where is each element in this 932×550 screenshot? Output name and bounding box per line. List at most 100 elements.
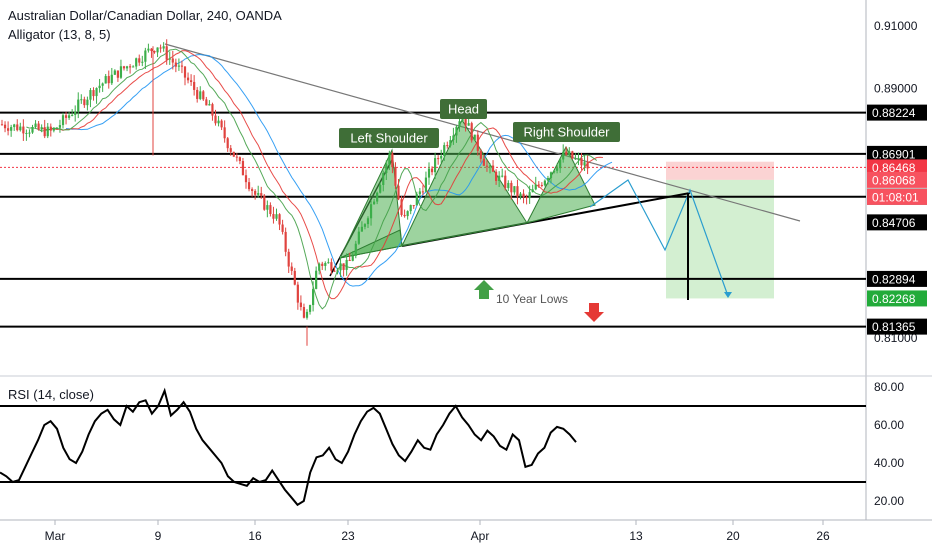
- candle: [61, 112, 65, 129]
- candle: [119, 59, 123, 79]
- right-shoulder-label-bg: [513, 122, 620, 142]
- price-badge-bg: [867, 318, 927, 335]
- candle-body: [458, 121, 461, 127]
- candle-body: [574, 158, 577, 160]
- candle: [165, 39, 168, 65]
- chart-title: Australian Dollar/Canadian Dollar, 240, …: [8, 8, 282, 23]
- candle: [525, 194, 528, 205]
- candle-body: [446, 145, 449, 147]
- head-label-text: Head: [448, 102, 479, 117]
- candle-body: [312, 288, 315, 306]
- candle: [116, 70, 119, 82]
- candle-body: [485, 165, 489, 167]
- candle: [95, 87, 98, 104]
- time-tick: 13: [629, 529, 643, 543]
- candle: [421, 185, 424, 196]
- candle-body: [552, 170, 556, 173]
- candle: [366, 216, 370, 228]
- candle-body: [513, 186, 516, 193]
- candle: [125, 65, 129, 72]
- time-tick: 23: [341, 529, 355, 543]
- candle: [211, 102, 214, 121]
- candle: [196, 87, 199, 103]
- candle: [122, 65, 126, 71]
- candle: [46, 122, 49, 139]
- candle: [391, 151, 394, 174]
- candle: [235, 153, 238, 162]
- price-badge-5: 0.84706: [867, 214, 927, 231]
- candle: [369, 200, 373, 226]
- candle: [254, 189, 257, 200]
- candle-body: [394, 167, 397, 186]
- candle: [89, 87, 92, 108]
- candle-body: [556, 168, 559, 171]
- candle: [287, 248, 290, 273]
- price-badge-text: 0.86068: [872, 173, 916, 187]
- candle: [147, 43, 150, 53]
- candle-body: [49, 126, 52, 131]
- candle: [232, 151, 235, 158]
- candle: [64, 111, 68, 125]
- price-badge-bg: [867, 159, 927, 176]
- candle-body: [214, 115, 217, 124]
- alligator-teeth: [41, 50, 603, 300]
- candle-body: [351, 255, 354, 261]
- rsi-tick: 20.00: [874, 494, 904, 508]
- indicator-label: Alligator (13, 8, 5): [8, 27, 111, 42]
- candle: [22, 119, 25, 141]
- candle: [443, 142, 446, 161]
- candle-body: [507, 182, 510, 189]
- candle: [223, 120, 226, 143]
- candle: [376, 191, 379, 205]
- candle-body: [504, 175, 507, 189]
- price-badge-8: 0.81365: [867, 318, 927, 335]
- candle-body: [254, 190, 257, 195]
- candle-body: [16, 124, 19, 131]
- candle-body: [34, 123, 37, 128]
- candle-body: [443, 145, 446, 156]
- candle: [278, 213, 281, 231]
- candle-body: [208, 104, 211, 106]
- candle-body: [58, 125, 62, 128]
- candle: [275, 208, 278, 221]
- candle: [302, 303, 306, 319]
- candle-body: [98, 85, 101, 89]
- candle-body: [205, 99, 208, 106]
- candle: [281, 219, 284, 235]
- candle: [571, 150, 574, 160]
- right-shoulder-label: Right Shoulder: [513, 122, 620, 142]
- candle: [312, 281, 315, 312]
- candle: [77, 92, 80, 119]
- candle: [552, 170, 556, 174]
- candle-body: [287, 251, 290, 267]
- candle-body: [360, 226, 363, 232]
- countdown-bg: [867, 188, 927, 205]
- candle: [321, 261, 324, 271]
- candle: [327, 258, 330, 264]
- candle: [345, 253, 348, 276]
- candle-body: [74, 111, 77, 115]
- candle-body: [110, 74, 113, 84]
- candle-body: [186, 77, 190, 81]
- countdown-text: 01:08:01: [872, 190, 919, 204]
- price-badge-bg: [867, 270, 927, 287]
- candle: [296, 281, 299, 310]
- candle: [498, 171, 501, 187]
- candle-body: [107, 76, 110, 84]
- candle-body: [116, 70, 119, 78]
- price-badge-bg: [867, 104, 927, 121]
- candle-body: [296, 284, 299, 303]
- candle-body: [455, 126, 458, 136]
- candle-body: [260, 193, 263, 196]
- candle: [43, 119, 46, 139]
- candle: [342, 263, 345, 277]
- candle: [531, 184, 534, 193]
- candle: [470, 121, 473, 143]
- candle-body: [543, 180, 546, 186]
- candle-body: [272, 213, 275, 219]
- candle-body: [528, 192, 531, 199]
- candle: [266, 200, 269, 218]
- price-badge-2: 0.86468: [867, 159, 927, 176]
- candle-body: [440, 155, 443, 159]
